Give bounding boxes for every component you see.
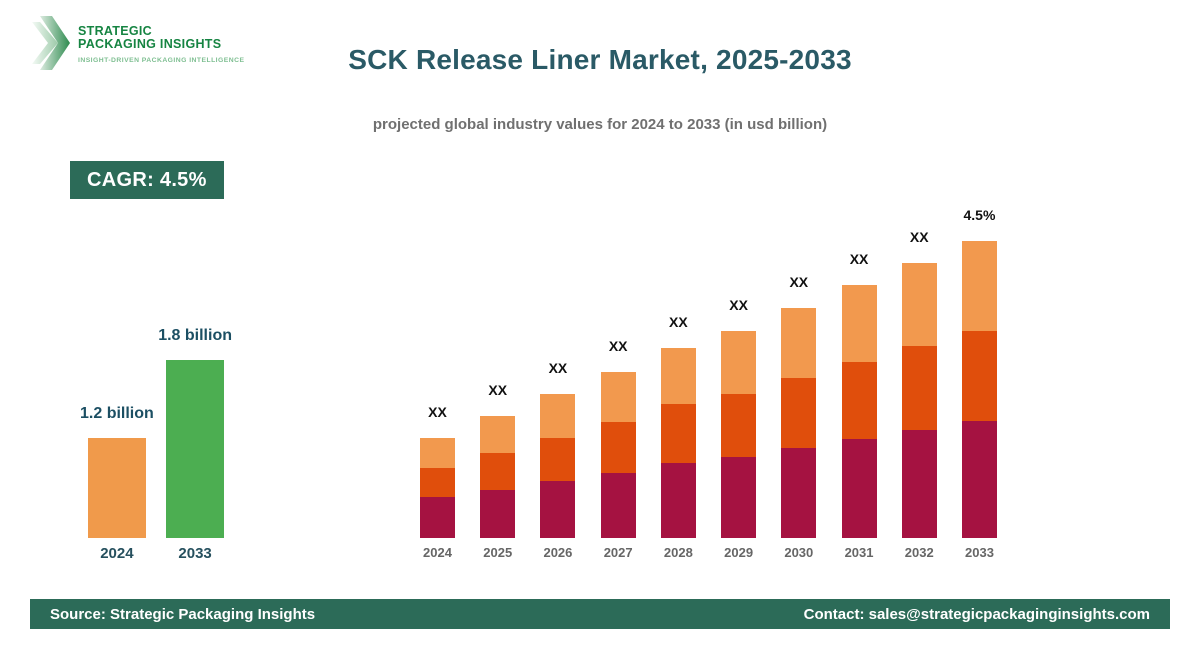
- x-axis-label: 2024: [423, 545, 452, 560]
- bar-segment-middle: [420, 468, 455, 497]
- bar-segment-middle: [781, 378, 817, 448]
- brand-name-line1: STRATEGIC: [78, 24, 152, 38]
- stacked-bar: [600, 372, 636, 538]
- brand-tagline: INSIGHT-DRIVEN PACKAGING INTELLIGENCE: [78, 57, 245, 64]
- x-axis-label: 2031: [844, 545, 874, 560]
- summary-comparison-chart: 1.2 billion 2024 1.8 billion 2033: [80, 320, 232, 562]
- mini-chart-column: 1.8 billion 2033: [158, 320, 232, 562]
- mini-bar: [87, 438, 146, 538]
- stacked-bar: [901, 263, 937, 538]
- bar-segment-middle: [721, 394, 757, 457]
- bar-segment-middle: [961, 331, 997, 421]
- mini-bar: [166, 360, 225, 538]
- bar-value-label: XX: [669, 314, 688, 330]
- stacked-bar: [540, 394, 576, 538]
- bar-segment-bottom: [660, 463, 696, 538]
- yearly-projection-chart: XX 2024 XX 2025 XX 2026 XX 2027 XX 2028 XX 2029 XX 20…: [420, 170, 997, 560]
- x-axis-label: 2033: [965, 545, 994, 560]
- stacked-chart-column: XX 2027: [600, 170, 636, 560]
- bar-segment-middle: [480, 453, 516, 490]
- bar-value-label: XX: [548, 360, 568, 376]
- stacked-bar: [961, 241, 997, 538]
- stacked-chart-column: XX 2024: [420, 170, 455, 560]
- bar-segment-middle: [600, 422, 636, 473]
- bar-segment-middle: [660, 404, 696, 463]
- stacked-bar: [841, 285, 877, 538]
- stacked-chart-column: XX 2029: [721, 170, 757, 560]
- mini-x-axis-label: 2024: [100, 545, 134, 562]
- bar-segment-bottom: [420, 497, 455, 538]
- brand-logo: STRATEGIC PACKAGING INSIGHTS INSIGHT-DRI…: [32, 16, 244, 70]
- bar-value-label: XX: [729, 297, 748, 313]
- x-axis-label: 2030: [784, 545, 814, 560]
- bar-segment-top: [781, 308, 817, 378]
- stacked-chart-column: XX 2030: [781, 170, 817, 560]
- stacked-chart-column: 4.5% 2033: [961, 170, 997, 560]
- page-title: SCK Release Liner Market, 2025-2033: [348, 44, 852, 75]
- bar-value-label: 4.5%: [963, 207, 996, 223]
- bar-segment-top: [480, 416, 516, 453]
- x-axis-label: 2032: [904, 545, 934, 560]
- bar-segment-top: [660, 348, 696, 404]
- mini-x-axis-label: 2033: [178, 545, 212, 562]
- stacked-chart-column: XX 2031: [841, 170, 877, 560]
- stacked-chart-column: XX 2028: [660, 170, 696, 560]
- bar-segment-top: [841, 285, 877, 362]
- bar-segment-middle: [841, 362, 877, 439]
- footer-bar: Source: Strategic Packaging Insights Con…: [30, 599, 1170, 629]
- x-axis-label: 2026: [543, 545, 573, 560]
- bar-segment-top: [540, 394, 576, 438]
- bar-segment-top: [901, 263, 937, 346]
- bar-value-label: XX: [488, 382, 508, 398]
- bar-segment-bottom: [841, 439, 877, 538]
- bar-segment-bottom: [480, 490, 516, 538]
- mini-chart-column: 1.2 billion 2024: [80, 320, 154, 562]
- bar-value-label: XX: [909, 229, 929, 245]
- chevron-arrow-icon: [32, 16, 70, 70]
- cagr-badge: CAGR: 4.5%: [70, 161, 224, 199]
- stacked-bar: [420, 438, 455, 538]
- stacked-chart-column: XX 2025: [480, 170, 516, 560]
- bar-value-label: XX: [608, 338, 628, 354]
- x-axis-label: 2025: [483, 545, 513, 560]
- stacked-bar: [660, 348, 696, 538]
- x-axis-label: 2029: [724, 545, 754, 560]
- bar-value-label: XX: [789, 274, 809, 290]
- bar-value-label: XX: [849, 251, 869, 267]
- bar-segment-middle: [540, 438, 576, 481]
- bar-value-label: XX: [428, 404, 447, 420]
- footer-source: Source: Strategic Packaging Insights: [50, 605, 316, 623]
- footer-contact: Contact: sales@strategicpackaginginsight…: [803, 605, 1150, 623]
- bar-segment-top: [961, 241, 997, 331]
- bar-segment-bottom: [901, 430, 937, 538]
- x-axis-label: 2028: [663, 545, 693, 560]
- bar-segment-top: [721, 331, 757, 394]
- stacked-bar: [480, 416, 516, 538]
- stacked-chart-column: XX 2026: [540, 170, 576, 560]
- bar-segment-top: [420, 438, 455, 468]
- bar-segment-bottom: [721, 457, 757, 538]
- bar-segment-top: [600, 372, 636, 422]
- mini-bar-value-label: 1.2 billion: [80, 405, 154, 422]
- bar-segment-bottom: [600, 473, 636, 538]
- stacked-bar: [721, 331, 757, 538]
- stacked-bar: [781, 308, 817, 538]
- bar-segment-bottom: [781, 448, 817, 538]
- bar-segment-middle: [901, 346, 937, 430]
- bar-segment-bottom: [961, 421, 997, 538]
- page-subtitle: projected global industry values for 202…: [372, 116, 828, 133]
- brand-name-line2: PACKAGING INSIGHTS: [78, 37, 222, 51]
- x-axis-label: 2027: [603, 545, 633, 560]
- brand-text: STRATEGIC PACKAGING INSIGHTS INSIGHT-DRI…: [78, 16, 245, 65]
- stacked-chart-column: XX 2032: [901, 170, 937, 560]
- bar-segment-bottom: [540, 481, 576, 538]
- mini-bar-value-label: 1.8 billion: [158, 327, 232, 344]
